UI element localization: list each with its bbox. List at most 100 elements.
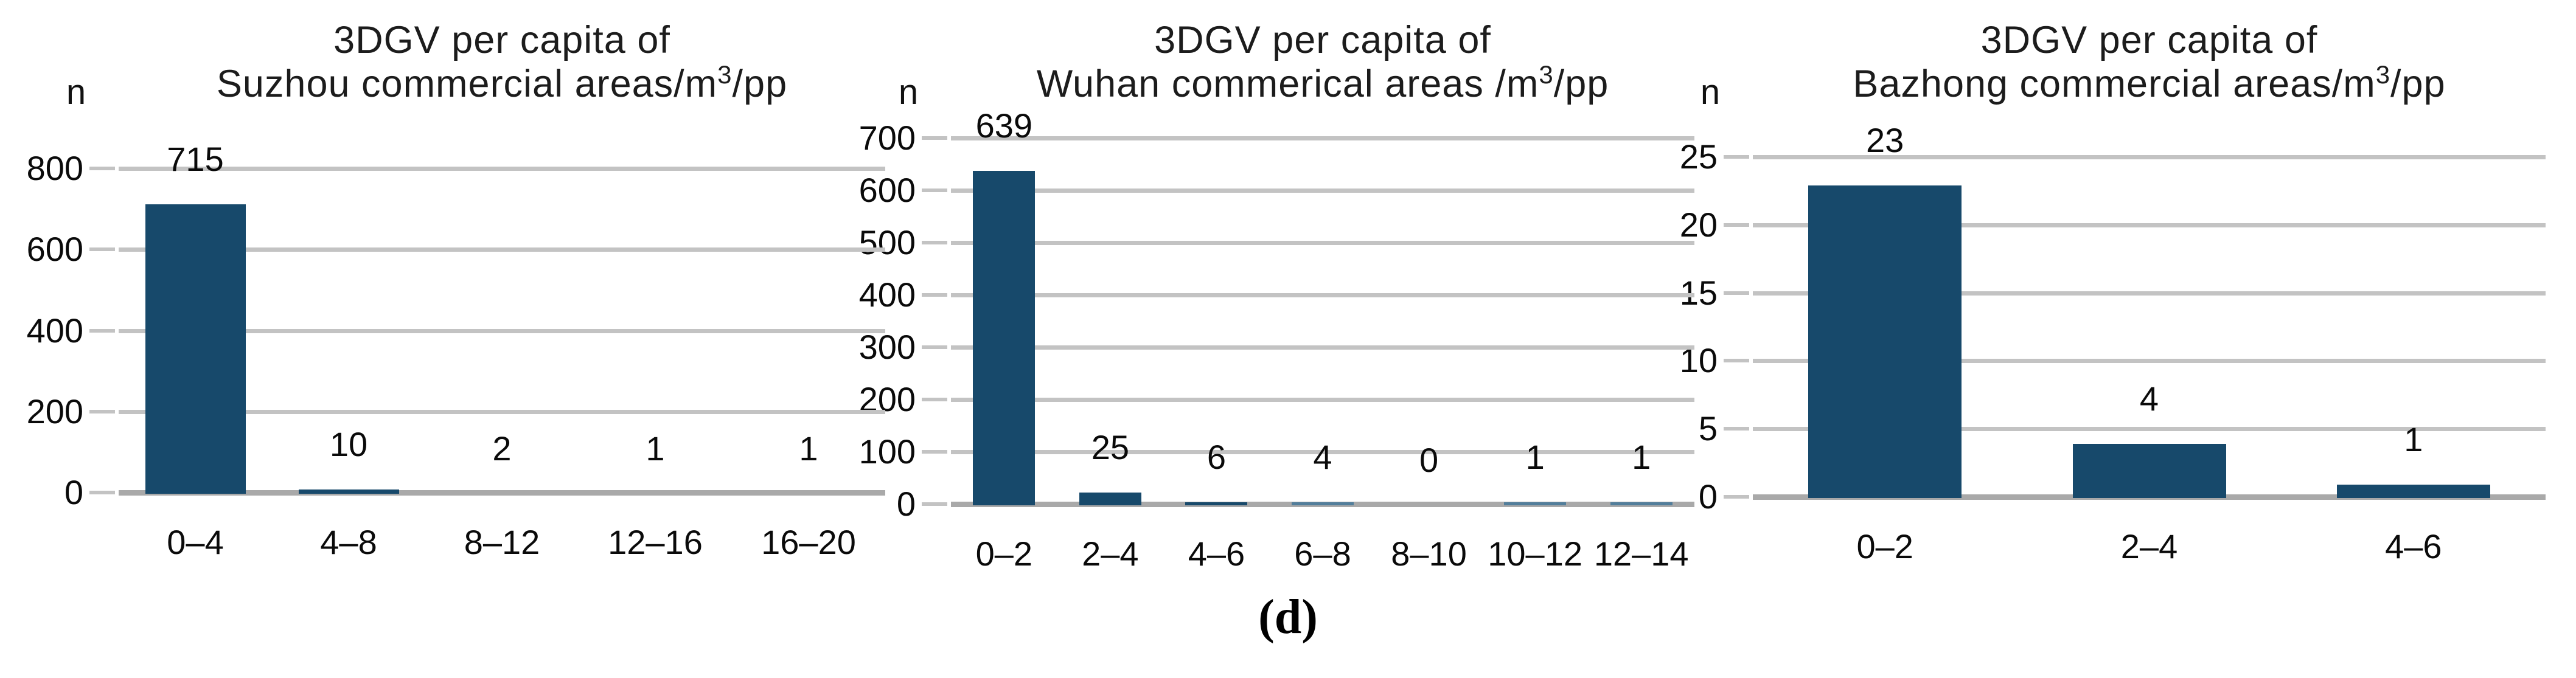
y-tick-mark — [1724, 427, 1749, 431]
figure-caption: (d) — [1258, 590, 1318, 644]
chart-title-line1: 3DGV per capita of — [1154, 19, 1491, 61]
x-tick-label: 4–6 — [1188, 534, 1245, 573]
y-tick-mark — [89, 409, 115, 413]
x-tick-label: 0–4 — [167, 523, 224, 561]
chart-title-fragment: Bazhong commercial areas/m — [1853, 63, 2376, 105]
bar-value-label: 639 — [975, 106, 1032, 145]
gridline — [951, 136, 1694, 140]
bar-value-label: 1 — [1632, 438, 1651, 476]
bar-value-label: 25 — [1091, 427, 1129, 466]
x-tick-label: 2–4 — [2120, 527, 2178, 566]
x-tick-label: 4–8 — [320, 523, 377, 561]
bar — [298, 489, 399, 494]
bar-value-label: 1 — [2404, 420, 2423, 458]
y-tick-label: 300 — [858, 328, 916, 366]
gridline — [1753, 155, 2546, 159]
bar-value-label: 4 — [1313, 438, 1332, 476]
chart-title-fragment: 3 — [717, 60, 733, 89]
gridline — [951, 398, 1694, 402]
y-tick-label: 25 — [1679, 137, 1718, 176]
chart-title-fragment: /pp — [2390, 63, 2446, 105]
chart-title-fragment: Suzhou commercial areas/m — [216, 63, 718, 105]
gridline — [951, 345, 1694, 350]
y-tick-label: 15 — [1679, 273, 1718, 312]
y-tick-mark — [89, 491, 115, 494]
gridline — [119, 328, 885, 333]
y-tick-mark — [1724, 155, 1749, 159]
chart-title-line2: Bazhong commercial areas/m3/pp — [1602, 62, 2576, 106]
chart-title-fragment: Wuhan commerical areas /m — [1036, 63, 1539, 105]
y-tick-mark — [922, 189, 947, 192]
chart-title-line1: 3DGV per capita of — [333, 19, 670, 61]
gridline — [119, 167, 885, 171]
y-tick-mark — [922, 241, 947, 244]
gridline — [951, 189, 1694, 193]
y-tick-label: 0 — [896, 485, 916, 523]
bar — [2336, 484, 2490, 498]
gridline — [119, 247, 885, 252]
bar — [1292, 502, 1354, 505]
bar-value-label: 4 — [2139, 379, 2159, 418]
bar-value-label: 23 — [1866, 120, 1904, 159]
chart-title-fragment: 3 — [2375, 60, 2391, 89]
y-tick-label: 600 — [858, 171, 916, 209]
bar-value-label: 1 — [799, 429, 818, 468]
y-tick-mark — [89, 328, 115, 333]
bar-value-label: 0 — [1419, 441, 1439, 479]
bar — [1610, 502, 1673, 505]
x-tick-label: 10–12 — [1488, 534, 1582, 573]
bar — [1185, 502, 1248, 505]
chart-title-fragment: /pp — [1553, 63, 1609, 105]
y-tick-label: 100 — [858, 432, 916, 471]
y-tick-label: 700 — [858, 119, 916, 157]
gridline — [1753, 359, 2546, 364]
bar — [145, 204, 246, 494]
y-tick-mark — [1724, 223, 1749, 227]
y-tick-mark — [922, 398, 947, 401]
bar — [2072, 443, 2226, 498]
gridline — [1753, 427, 2546, 432]
bar-value-label: 1 — [646, 429, 665, 468]
y-tick-mark — [1724, 291, 1749, 295]
x-tick-label: 4–6 — [2385, 527, 2442, 566]
y-tick-label: 200 — [26, 392, 83, 431]
y-tick-mark — [922, 293, 947, 297]
chart-title-line2: Suzhou commercial areas/m3/pp — [0, 62, 1050, 106]
x-tick-label: 0–2 — [975, 534, 1032, 573]
gridline — [1753, 291, 2546, 296]
x-tick-label: 8–12 — [464, 523, 540, 561]
bar — [973, 171, 1036, 505]
y-axis-label: n — [898, 72, 919, 112]
y-tick-label: 20 — [1679, 205, 1718, 244]
bar-value-label: 2 — [492, 429, 512, 468]
y-axis-label: n — [1700, 72, 1721, 112]
chart-title-line1: 3DGV per capita of — [1980, 19, 2318, 61]
y-tick-label: 0 — [64, 473, 83, 511]
x-tick-label: 0–2 — [1856, 527, 1913, 566]
x-tick-label: 6–8 — [1294, 534, 1351, 573]
y-tick-label: 400 — [26, 311, 83, 350]
chart-title-fragment: 3 — [1539, 60, 1554, 89]
y-tick-mark — [1724, 359, 1749, 363]
bar-value-label: 715 — [167, 139, 224, 178]
y-tick-label: 500 — [858, 223, 916, 261]
gridline — [951, 241, 1694, 245]
x-tick-label: 12–14 — [1593, 534, 1689, 573]
y-tick-label: 800 — [26, 149, 83, 187]
bar-value-label: 6 — [1206, 437, 1226, 476]
x-tick-label: 16–20 — [761, 523, 856, 561]
y-tick-mark — [922, 345, 947, 349]
x-tick-label: 8–10 — [1391, 534, 1467, 573]
bar — [1079, 492, 1141, 505]
y-tick-mark — [922, 502, 947, 506]
y-tick-mark — [1724, 495, 1749, 499]
chart-title-fragment: /pp — [732, 63, 788, 105]
x-tick-label: 12–16 — [608, 523, 703, 561]
gridline — [951, 293, 1694, 297]
gridline — [119, 409, 885, 414]
y-axis-label: n — [66, 72, 86, 112]
x-tick-label: 2–4 — [1082, 534, 1139, 573]
